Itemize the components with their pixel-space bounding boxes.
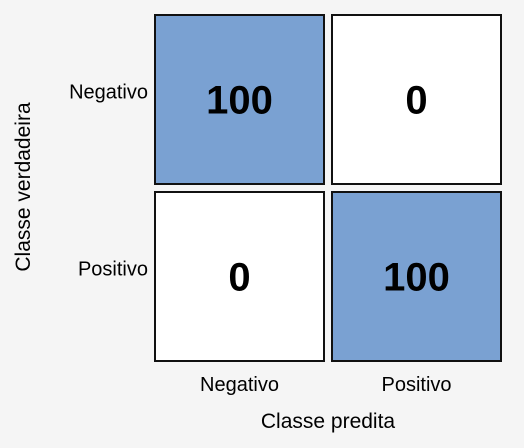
cell-value-2-1: 0 [228,256,250,300]
x-tick-label-positivo: Positivo [381,374,451,396]
cell-value-1-2: 0 [405,79,427,123]
matrix-cell-2-2 [331,191,502,362]
matrix-cell-1-2 [331,14,502,185]
x-tick-labels: Negativo Positivo [200,374,451,396]
cell-value-1-1: 100 [206,79,273,123]
matrix-cell-2-1 [154,191,325,362]
x-axis-label: Classe predita [261,410,396,433]
matrix-cells: 100 0 0 100 [154,14,502,362]
matrix-cell-1-1 [154,14,325,185]
y-tick-labels: Negativo Positivo [69,82,148,281]
x-tick-label-negativo: Negativo [200,374,279,396]
cell-value-2-2: 100 [383,256,450,300]
y-tick-label-negativo: Negativo [69,82,148,104]
y-axis-label: Classe verdadeira [12,102,35,272]
y-tick-label-positivo: Positivo [78,259,148,281]
